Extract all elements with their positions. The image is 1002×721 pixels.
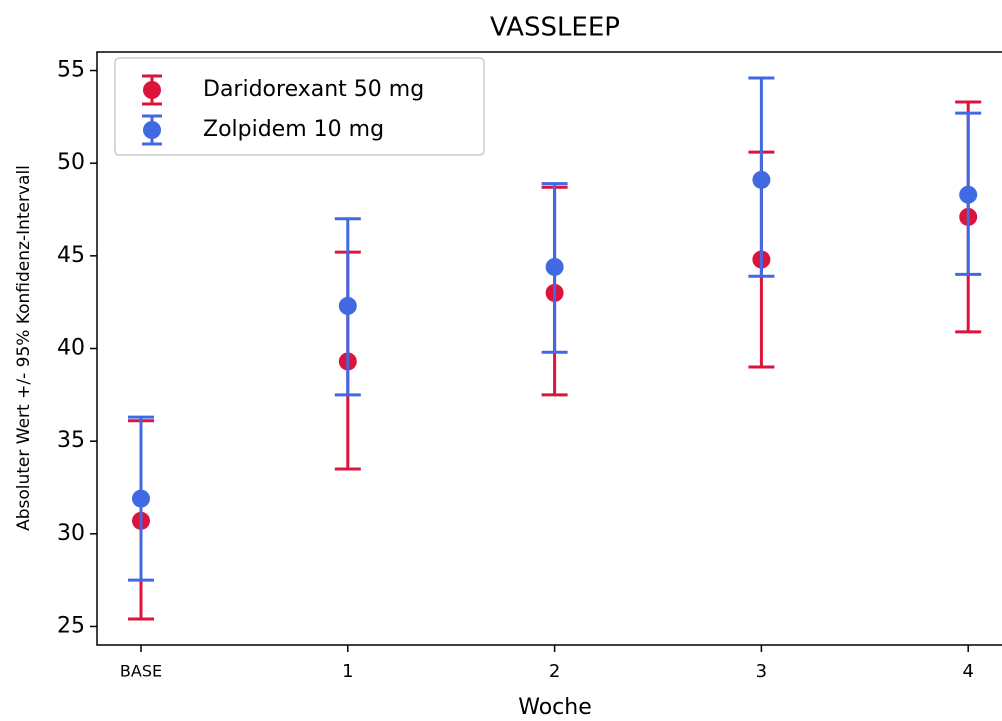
x-axis-label: Woche (518, 695, 592, 720)
x-tick-label: 4 (962, 661, 973, 682)
y-tick-label: 40 (57, 336, 85, 361)
y-tick-label: 25 (57, 613, 85, 638)
y-tick-label: 45 (57, 243, 85, 268)
x-tick-label: 1 (342, 661, 353, 682)
data-point (132, 489, 150, 508)
legend-marker (143, 81, 161, 99)
y-tick-label: 50 (57, 150, 85, 175)
x-tick-label: 2 (549, 661, 560, 682)
y-tick-label: 30 (57, 521, 85, 546)
data-point (959, 185, 978, 204)
legend-label: Zolpidem 10 mg (203, 117, 384, 142)
y-tick-label: 35 (57, 428, 85, 453)
data-point (752, 170, 771, 189)
data-point (545, 257, 564, 276)
x-tick-label: 3 (756, 661, 767, 682)
legend-box (114, 57, 485, 156)
y-tick-label: 55 (57, 58, 85, 83)
chart-title: VASSLEEP (490, 13, 620, 43)
y-axis-label: Absoluter Wert +/- 95% Konfidenz-Interva… (14, 165, 34, 531)
data-point (338, 296, 357, 315)
legend-marker (143, 121, 161, 139)
x-tick-label: BASE (120, 662, 162, 681)
legend-label: Daridorexant 50 mg (203, 77, 424, 102)
